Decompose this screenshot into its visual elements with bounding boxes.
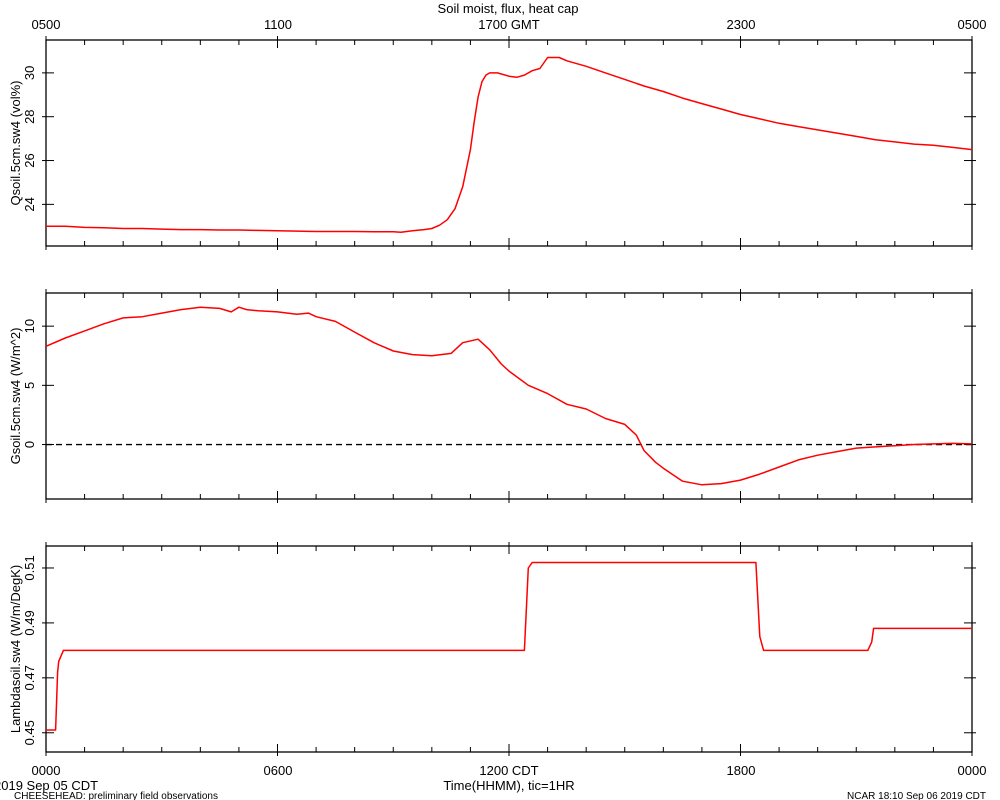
top-tick-label: 1100 — [264, 17, 292, 32]
y-tick-label: 26 — [22, 153, 37, 167]
y-tick-label: 5 — [22, 382, 37, 389]
bottom-tick-label: 0000 — [958, 763, 987, 778]
y-tick-label: 24 — [22, 197, 37, 211]
plot-frame — [45, 39, 973, 247]
y-tick-label: 0.51 — [22, 555, 37, 580]
footer-left: CHEESEHEAD: preliminary field observatio… — [14, 791, 218, 800]
y-axis-title: Gsoil.5cm.sw4 (W/m^2) — [8, 328, 23, 465]
y-tick-label: 0.47 — [22, 665, 37, 690]
y-tick-label: 28 — [22, 109, 37, 123]
y-tick-label: 0.45 — [22, 720, 37, 745]
y-axis-title: Qsoil.5cm.sw4 (vol%) — [8, 81, 23, 206]
date-label: 2019 Sep 05 CDT — [0, 778, 98, 793]
top-tick-label: 1700 GMT — [478, 17, 539, 32]
bottom-tick-label: 0600 — [264, 763, 293, 778]
bottom-tick-label: 0000 — [32, 763, 61, 778]
bottom-axis-labels: 0000 0600 1200 CDT 1800 0000 — [32, 763, 987, 778]
y-tick-label: 30 — [22, 66, 37, 80]
top-tick-label: 0500 — [958, 17, 987, 32]
bottom-tick-label: 1200 CDT — [479, 763, 538, 778]
plot-frame — [45, 292, 973, 500]
top-tick-label: 2300 — [727, 17, 756, 32]
series-line — [46, 56, 973, 233]
top-tick-label: 0500 — [32, 17, 61, 32]
y-tick-label: 0.49 — [22, 610, 37, 635]
chart-title: Soil moist, flux, heat cap — [438, 1, 579, 16]
series-line — [46, 561, 972, 731]
x-axis-title: Time(HHMM), tic=1HR — [443, 778, 574, 793]
series-line — [45, 306, 973, 486]
y-axis-title: Lambdasoil.sw4 (W/m/DegK) — [8, 565, 23, 733]
y-tick-label: 0 — [22, 441, 37, 448]
plot-frame — [45, 545, 973, 753]
top-axis-labels: 0500 1100 1700 GMT 2300 0500 — [32, 17, 987, 32]
footer-right: NCAR 18:10 Sep 06 2019 CDT — [847, 791, 986, 800]
bottom-tick-label: 1800 — [727, 763, 756, 778]
y-tick-label: 10 — [22, 319, 37, 333]
